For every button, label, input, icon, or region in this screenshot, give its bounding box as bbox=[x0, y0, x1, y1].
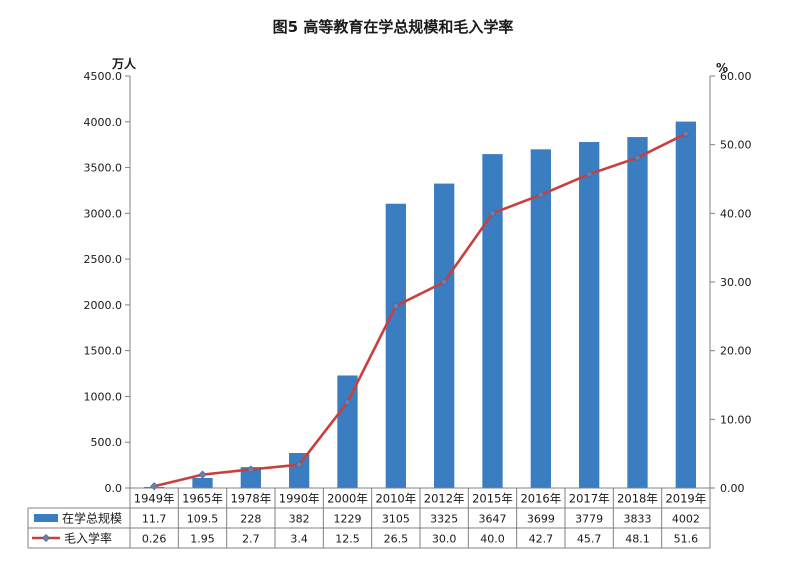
bar-value-label: 4002 bbox=[672, 513, 700, 526]
left-tick-label: 0.0 bbox=[105, 482, 123, 495]
left-tick-label: 3000.0 bbox=[84, 207, 123, 220]
axes: 0.0 500.0 1000.0 1500.0 2000.0 2500.0 3000.0 35… bbox=[84, 70, 752, 495]
left-tick-label: 3500.0 bbox=[84, 162, 123, 175]
line-value-label: 2.7 bbox=[242, 533, 260, 546]
category-label: 2000年 bbox=[327, 492, 368, 506]
line-point bbox=[198, 470, 207, 479]
line-point bbox=[150, 482, 159, 491]
left-tick-label: 2000.0 bbox=[84, 299, 123, 312]
bar-value-label: 1229 bbox=[334, 513, 362, 526]
left-tick-label: 1000.0 bbox=[84, 390, 123, 403]
left-tick-label: 2500.0 bbox=[84, 253, 123, 266]
bar bbox=[385, 203, 406, 488]
legend-line-marker bbox=[41, 533, 51, 543]
line-value-label: 45.7 bbox=[577, 533, 602, 546]
bar bbox=[530, 149, 551, 488]
bar-value-label: 3833 bbox=[624, 513, 652, 526]
line-value-label: 26.5 bbox=[384, 533, 409, 546]
bar bbox=[434, 183, 455, 489]
line-point bbox=[585, 170, 594, 179]
left-axis-unit: 万人 bbox=[111, 56, 137, 71]
line-point bbox=[488, 209, 497, 218]
line-series bbox=[150, 129, 690, 491]
left-tick-label: 500.0 bbox=[91, 436, 123, 449]
line-value-label: 3.4 bbox=[290, 533, 308, 546]
line-value-label: 48.1 bbox=[625, 533, 650, 546]
bar-value-label: 228 bbox=[240, 513, 261, 526]
right-tick-label: 50.00 bbox=[720, 139, 752, 152]
bar-value-label: 3647 bbox=[479, 513, 507, 526]
line-point bbox=[343, 398, 352, 407]
line-point bbox=[681, 129, 690, 138]
bar-value-label: 382 bbox=[289, 513, 310, 526]
right-tick-label: 20.00 bbox=[720, 345, 752, 358]
category-label: 2012年 bbox=[424, 492, 465, 506]
left-tick-label: 4000.0 bbox=[84, 116, 123, 129]
line-value-label: 51.6 bbox=[674, 533, 699, 546]
bar bbox=[240, 467, 261, 488]
line-point bbox=[391, 302, 400, 311]
legend-bar-key bbox=[34, 514, 58, 522]
bar bbox=[337, 375, 358, 488]
line-point bbox=[536, 190, 545, 199]
line-value-label: 30.0 bbox=[432, 533, 457, 546]
category-label: 1965年 bbox=[182, 492, 223, 506]
bar bbox=[579, 142, 600, 489]
category-label: 2019年 bbox=[665, 492, 706, 506]
bar-value-label: 11.7 bbox=[142, 513, 167, 526]
line-value-label: 42.7 bbox=[529, 533, 554, 546]
chart-title: 图5 高等教育在学总规模和毛入学率 bbox=[273, 18, 514, 36]
category-label: 2017年 bbox=[569, 492, 610, 506]
right-tick-label: 10.00 bbox=[720, 413, 752, 426]
line-point bbox=[295, 460, 304, 469]
legend-line-label: 毛入学率 bbox=[64, 531, 112, 546]
line-value-label: 40.0 bbox=[480, 533, 505, 546]
bar-value-label: 3779 bbox=[575, 513, 603, 526]
bar bbox=[482, 154, 503, 488]
right-axis-unit: % bbox=[716, 61, 728, 75]
line-value-label: 12.5 bbox=[335, 533, 360, 546]
bar bbox=[192, 477, 213, 488]
category-label: 1990年 bbox=[279, 492, 320, 506]
bar bbox=[289, 453, 310, 488]
category-label: 2015年 bbox=[472, 492, 513, 506]
category-label: 1949年 bbox=[134, 492, 175, 506]
right-tick-label: 60.00 bbox=[720, 70, 752, 83]
left-tick-label: 4500.0 bbox=[84, 70, 123, 83]
category-label: 1978年 bbox=[230, 492, 271, 506]
bar-value-label: 3699 bbox=[527, 513, 555, 526]
legend-bar-label: 在学总规模 bbox=[62, 511, 122, 526]
left-tick-label: 1500.0 bbox=[84, 345, 123, 358]
right-tick-label: 0.00 bbox=[720, 482, 745, 495]
line-value-label: 1.95 bbox=[190, 533, 215, 546]
right-tick-label: 30.00 bbox=[720, 276, 752, 289]
line-point bbox=[246, 465, 255, 474]
bar-series bbox=[144, 121, 696, 489]
bar-value-label: 3325 bbox=[430, 513, 458, 526]
bar-value-label: 3105 bbox=[382, 513, 410, 526]
right-tick-label: 40.00 bbox=[720, 207, 752, 220]
line-point bbox=[440, 277, 449, 287]
category-label: 2010年 bbox=[375, 492, 416, 506]
category-label: 2018年 bbox=[617, 492, 658, 506]
bar-value-label: 109.5 bbox=[187, 513, 219, 526]
bar bbox=[675, 121, 696, 488]
line-value-label: 0.26 bbox=[142, 533, 167, 546]
data-table: 1949年 1965年 1978年 1990年 2000年 2010年 2012年 2015年… bbox=[27, 487, 711, 549]
line-path bbox=[153, 132, 687, 488]
line-point bbox=[633, 153, 642, 162]
bar bbox=[627, 137, 648, 488]
category-label: 2016年 bbox=[520, 492, 561, 506]
